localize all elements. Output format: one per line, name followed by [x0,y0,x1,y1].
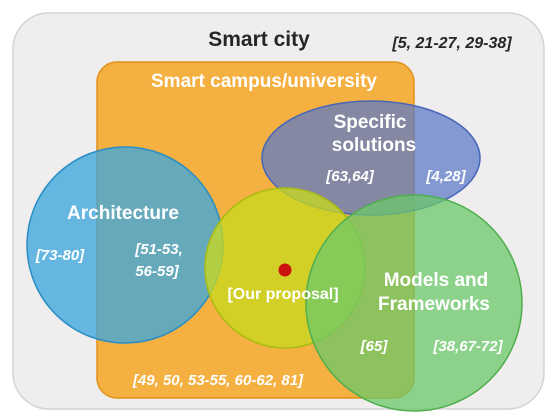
models-frameworks-refs-outside: [38,67-72] [432,338,503,355]
architecture-refs-inside-line1: [51-53, [134,241,183,258]
smart-campus-refs: [49, 50, 53-55, 60-62, 81] [132,372,304,389]
models-frameworks-circle [305,194,523,412]
architecture-refs-inside-line2: 56-59] [135,263,179,280]
models-frameworks-label-line1: Models and [384,270,489,291]
models-frameworks-label-line2: Frameworks [378,294,490,315]
smart-campus-label: Smart campus/university [151,71,377,92]
architecture-refs-outside: [73-80] [35,247,85,264]
our-proposal-label: [Our proposal] [227,286,338,303]
smart-city-label: Smart city [208,28,310,51]
architecture-label: Architecture [67,203,179,224]
specific-solutions-refs-outside: [4,28] [425,168,466,185]
specific-solutions-label-line2: solutions [332,135,416,156]
models-frameworks-refs-inside: [65] [360,338,389,355]
proposal-dot [278,263,292,277]
smart-city-refs: [5, 21-27, 29-38] [391,35,512,52]
specific-solutions-label-line1: Specific [334,112,407,133]
architecture-circle [26,146,224,344]
specific-solutions-refs-inside: [63,64] [325,168,375,185]
